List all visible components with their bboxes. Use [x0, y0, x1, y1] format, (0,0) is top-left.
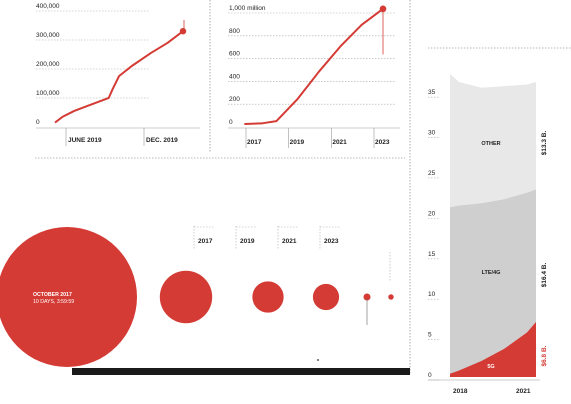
- year-label: 2023: [324, 238, 339, 245]
- y-tick-label: 15: [428, 251, 436, 258]
- series-line: [244, 8, 384, 125]
- chart-devices-million: 0 200 400 600 800 1,000 million 2017 2019 2021 20…: [228, 5, 400, 148]
- x-tick-label: 2017: [247, 139, 262, 146]
- bubble: [312, 283, 340, 311]
- y-tick-label: 10: [428, 291, 436, 298]
- y-tick-label: 800: [229, 28, 240, 35]
- y-tick-label: 0: [428, 372, 432, 379]
- y-tick-label: 30: [428, 130, 436, 137]
- series-line: [54, 30, 184, 124]
- x-tick-label: 2021: [332, 139, 347, 146]
- y-tick-label: 400: [229, 73, 240, 80]
- x-tick-label: DEC. 2019: [146, 137, 178, 144]
- y-tick-label: 0: [36, 119, 40, 126]
- x-tick-label: 2023: [375, 139, 390, 146]
- y-tick-label: 200: [229, 96, 240, 103]
- y-tick-label: 400,000: [36, 3, 60, 10]
- y-tick-label: 100,000: [36, 90, 60, 97]
- chart-revenue-area: 0 5 10 15 20 25 30 35 2018 2021 5G LTE/4G OTHER $6.8 …: [428, 73, 548, 395]
- bubble: [159, 270, 213, 324]
- bubble: [388, 294, 394, 300]
- year-label: 2019: [240, 238, 255, 245]
- y-tick-label: 5: [428, 332, 432, 339]
- y-tick-label: 300,000: [36, 32, 60, 39]
- end-point: [179, 28, 187, 35]
- bubble: [363, 293, 371, 301]
- y-tick-label: 1,000 million: [229, 5, 266, 12]
- series-label: LTE/4G: [482, 270, 501, 276]
- y-tick-label: 0: [229, 119, 233, 126]
- x-tick-label: 2021: [516, 388, 531, 395]
- x-tick-label: 2019: [290, 139, 305, 146]
- area-5g: [450, 322, 536, 377]
- y-tick-label: 600: [229, 51, 240, 58]
- value-label: $13.3 B.: [541, 131, 548, 156]
- year-label: 2017: [198, 238, 213, 245]
- chart-cumulative-users: 0 100,000 200,000 300,000 400,000 JUNE 2019 DE…: [36, 3, 200, 146]
- end-point: [379, 5, 387, 13]
- bubble: [0, 227, 137, 367]
- series-label: OTHER: [481, 141, 500, 147]
- y-tick-label: 200,000: [36, 61, 60, 68]
- x-tick-label: JUNE 2019: [68, 137, 102, 144]
- value-label: $16.4 B.: [541, 263, 548, 288]
- x-tick-label: 2018: [453, 388, 468, 395]
- baseline-bar: [72, 368, 410, 375]
- y-tick-label: 20: [428, 210, 436, 217]
- series-label: 5G: [487, 364, 494, 370]
- bubble-label: 10 DAYS, 3:59:59: [33, 299, 74, 305]
- bubble: [252, 281, 284, 313]
- value-label: $6.8 B.: [541, 345, 548, 366]
- y-tick-label: 35: [428, 89, 436, 96]
- area-lte4g: [450, 189, 536, 377]
- dot-mark: [317, 359, 319, 361]
- bubble-label: OCTOBER 2017: [33, 292, 72, 298]
- y-tick-label: 25: [428, 170, 436, 177]
- year-label: 2021: [282, 238, 297, 245]
